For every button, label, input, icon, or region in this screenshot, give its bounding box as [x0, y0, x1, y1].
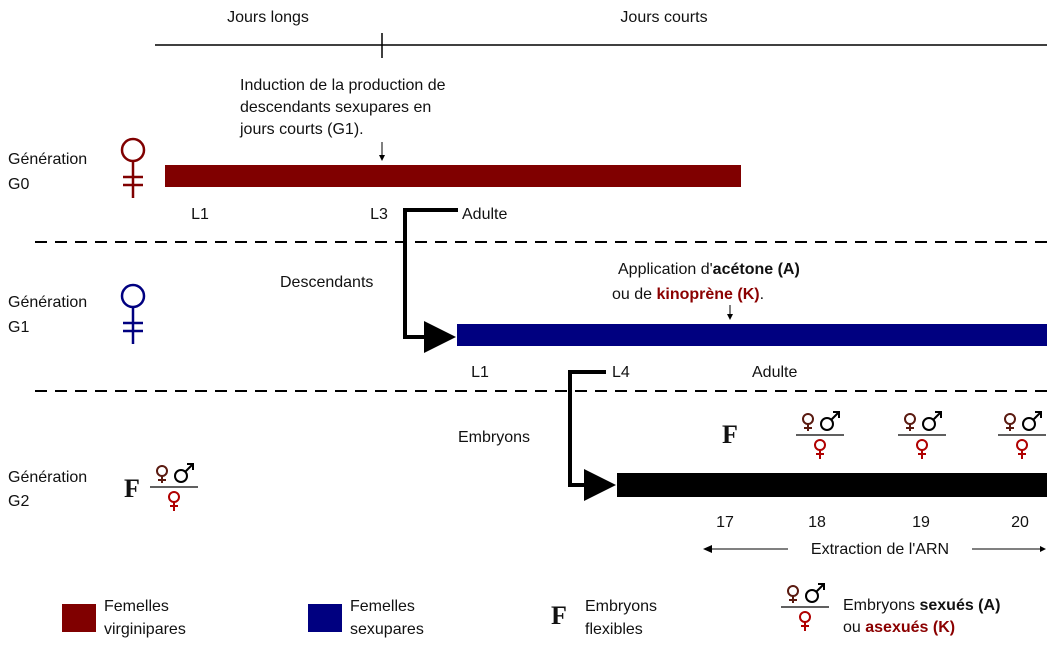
- stage: L1: [191, 206, 209, 223]
- embryo-symbol: [780, 583, 830, 632]
- legend-text-part: asexués (K): [865, 619, 955, 636]
- legend-text: Femelles: [104, 598, 169, 615]
- female-symbol: [120, 137, 146, 200]
- flexible-symbol: F: [124, 474, 140, 503]
- g1-bar: [457, 324, 1047, 346]
- transition-label: Descendants: [280, 274, 373, 291]
- stage: Adulte: [462, 206, 507, 223]
- legend-text: virginipares: [104, 621, 186, 638]
- legend-swatch: [62, 604, 96, 632]
- short-days: Jours courts: [620, 9, 707, 26]
- day: 17: [716, 514, 734, 531]
- note-text: ou de: [612, 286, 656, 303]
- female-symbol: [120, 283, 146, 346]
- embryo-symbol: [795, 411, 845, 460]
- generation-label: G0: [8, 176, 29, 193]
- transition-arrow: [403, 208, 458, 353]
- embryo-symbol: [149, 463, 199, 512]
- day: 18: [808, 514, 826, 531]
- stage: L1: [471, 364, 489, 381]
- g2-bar: [617, 473, 1047, 497]
- label-bg: [788, 538, 972, 560]
- embryo-symbol: [897, 411, 947, 460]
- note-line: Induction de la production de: [240, 77, 446, 94]
- legend-text: sexupares: [350, 621, 424, 638]
- note-line: jours courts (G1).: [239, 121, 364, 138]
- stage: L3: [370, 206, 388, 223]
- legend-text: ou asexués (K): [843, 619, 955, 636]
- generation-label: G1: [8, 319, 29, 336]
- note-text: acétone (A): [713, 261, 800, 278]
- flexible-symbol: F: [551, 601, 567, 630]
- note-line: descendants sexupares en: [240, 99, 431, 116]
- embryo-symbol: [997, 411, 1047, 460]
- generation-label: Génération: [8, 294, 87, 311]
- note-text: .: [760, 286, 764, 303]
- note-line: ou de kinoprène (K).: [612, 286, 764, 303]
- extraction-arrowhead: [703, 545, 712, 553]
- day: 19: [912, 514, 930, 531]
- g0-bar: [165, 165, 741, 187]
- long-days: Jours longs: [227, 9, 309, 26]
- stage: Adulte: [752, 364, 797, 381]
- generation-label: Génération: [8, 469, 87, 486]
- note-line: Application d'acétone (A): [618, 261, 800, 278]
- note-text: Application d': [618, 261, 713, 278]
- legend-text: Embryons: [585, 598, 657, 615]
- legend-text: Embryons sexués (A): [843, 597, 1000, 614]
- generation-label: G2: [8, 493, 29, 510]
- legend-text: flexibles: [585, 621, 643, 638]
- legend-text-part: Embryons: [843, 597, 919, 614]
- transition-label: Embryons: [458, 429, 530, 446]
- extraction-label: Extraction de l'ARN: [811, 541, 949, 558]
- stage: L4: [612, 364, 630, 381]
- legend-text-part: ou: [843, 619, 865, 636]
- flexible-symbol: F: [722, 420, 738, 449]
- legend-text: Femelles: [350, 598, 415, 615]
- transition-arrow: [568, 370, 616, 501]
- day: 20: [1011, 514, 1029, 531]
- note-text: kinoprène (K): [656, 286, 759, 303]
- legend-text-part: sexués (A): [919, 597, 1000, 614]
- generation-label: Génération: [8, 151, 87, 168]
- legend-swatch: [308, 604, 342, 632]
